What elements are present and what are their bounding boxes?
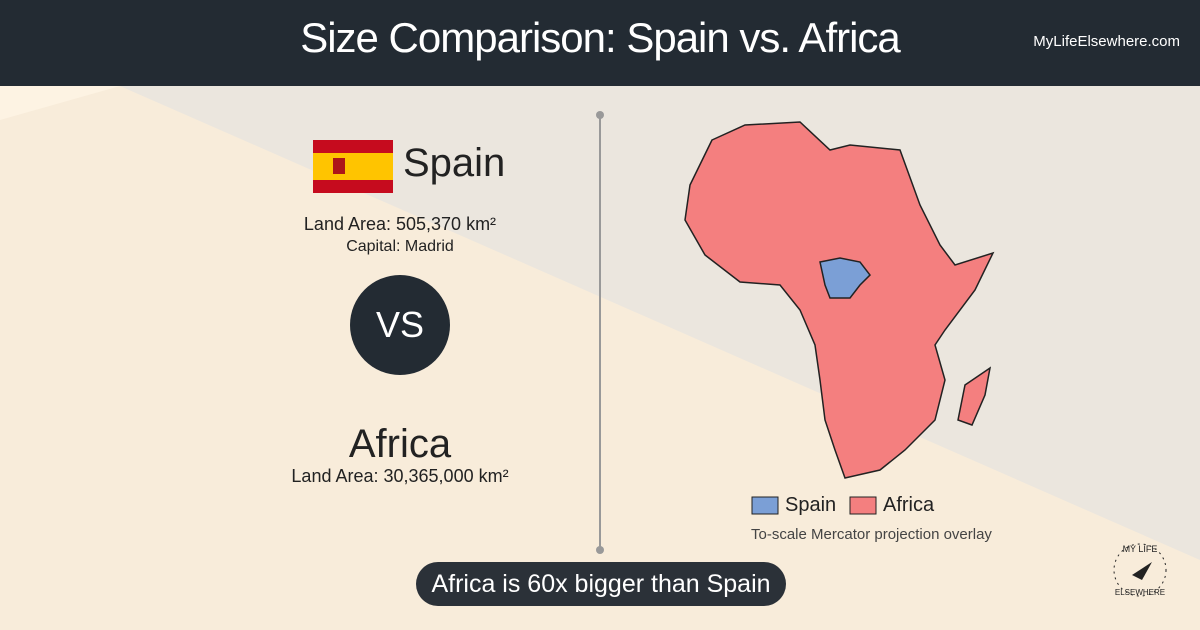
madagascar-shape <box>957 366 992 426</box>
header <box>0 0 1200 86</box>
divider-end <box>596 111 604 119</box>
spain-shape <box>819 257 871 299</box>
summary: Africa is 60x bigger than Spain <box>416 562 786 606</box>
vs-badge: VS <box>350 275 450 375</box>
legend-swatch <box>751 496 779 515</box>
logo-text: MY LIFE <box>1122 544 1158 554</box>
note: To-scale Mercator projection overlay <box>751 526 992 543</box>
flag-emblem <box>333 158 345 174</box>
divider-end <box>596 546 604 554</box>
logo-ring <box>1113 543 1167 597</box>
country-name: Africa <box>348 422 452 466</box>
legend-label: Spain <box>785 494 837 516</box>
legend-label: Africa <box>883 494 935 516</box>
legend-swatch <box>849 496 877 515</box>
land-area: Land Area: 30,365,000 km² <box>291 466 509 486</box>
africa-shape <box>684 121 995 479</box>
site-name: MyLifeElsewhere.com <box>1033 33 1180 50</box>
capital: Capital: Madrid <box>346 238 454 255</box>
flag-stripe <box>313 153 393 180</box>
land-area: Land Area: 505,370 km² <box>303 214 497 234</box>
country-name: Spain <box>403 141 506 185</box>
corner <box>0 86 120 120</box>
logo-plane <box>1132 562 1152 580</box>
title: Size Comparison: Spain vs. Africa <box>300 14 901 61</box>
logo-text: ELSEWHERE <box>1114 588 1166 597</box>
